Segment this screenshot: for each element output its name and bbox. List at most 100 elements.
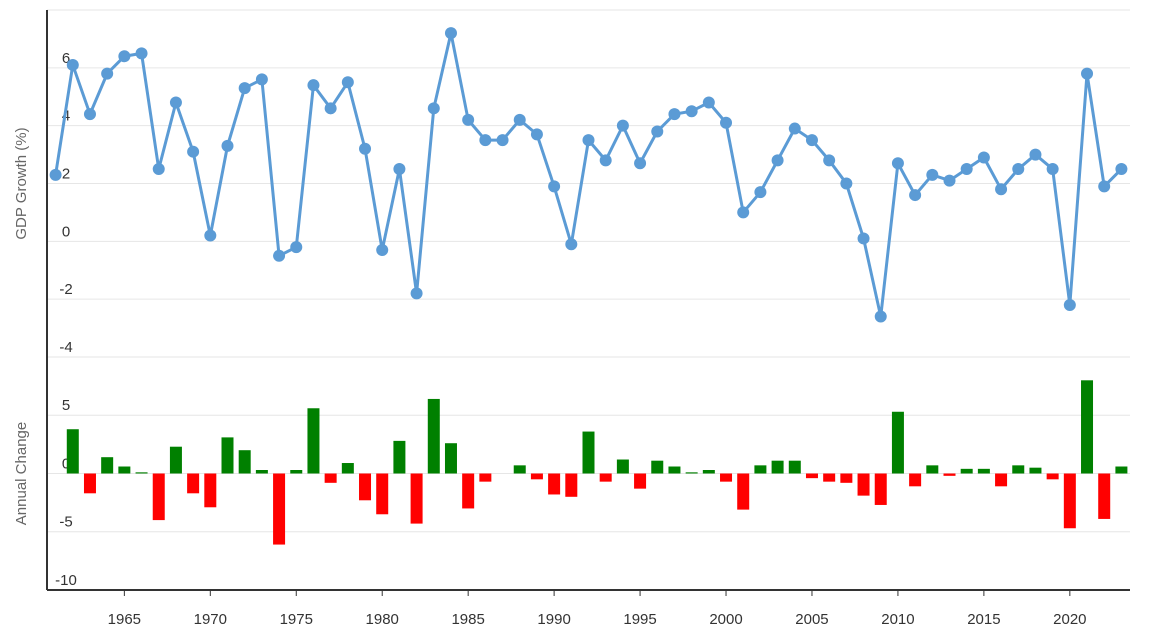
bar bbox=[83, 473, 96, 494]
data-point bbox=[651, 125, 664, 138]
y-tick-label: 2 bbox=[62, 165, 70, 182]
bar bbox=[66, 429, 79, 474]
bar bbox=[840, 473, 853, 483]
bar bbox=[1029, 467, 1042, 474]
data-point bbox=[805, 134, 818, 147]
data-point bbox=[1012, 163, 1025, 176]
y-tick-label: 6 bbox=[62, 50, 70, 67]
bar bbox=[118, 466, 131, 474]
bar bbox=[926, 465, 939, 474]
data-point bbox=[926, 168, 939, 181]
bar bbox=[1063, 473, 1076, 529]
data-point bbox=[1063, 298, 1076, 311]
data-point bbox=[118, 50, 131, 63]
bar bbox=[169, 446, 182, 474]
bar bbox=[204, 473, 217, 508]
bar bbox=[720, 473, 733, 482]
data-point bbox=[324, 102, 337, 115]
data-point bbox=[530, 128, 543, 141]
data-point bbox=[1098, 180, 1111, 193]
bar bbox=[479, 473, 492, 482]
data-point bbox=[1029, 148, 1042, 161]
x-tick-label: 1990 bbox=[537, 611, 570, 628]
x-tick-label: 1970 bbox=[194, 611, 227, 628]
data-point bbox=[634, 157, 647, 170]
x-tick-label: 1980 bbox=[366, 611, 399, 628]
bar bbox=[651, 460, 664, 474]
y-tick-label: 0 bbox=[62, 223, 70, 240]
data-point bbox=[668, 108, 681, 121]
bar bbox=[101, 457, 114, 474]
y-tick-label: 5 bbox=[62, 397, 70, 414]
x-tick-label: 2010 bbox=[881, 611, 914, 628]
x-tick-label: 1985 bbox=[451, 611, 484, 628]
data-point bbox=[1115, 163, 1128, 176]
data-point bbox=[393, 163, 406, 176]
x-tick-label: 1975 bbox=[280, 611, 313, 628]
bar bbox=[582, 431, 595, 474]
x-tick-label: 1965 bbox=[108, 611, 141, 628]
bar bbox=[273, 473, 286, 545]
bar bbox=[891, 411, 904, 474]
data-point bbox=[943, 174, 956, 187]
bar bbox=[737, 473, 750, 510]
data-point bbox=[49, 168, 62, 181]
data-point bbox=[204, 229, 217, 242]
data-point bbox=[152, 163, 165, 176]
bar bbox=[548, 473, 561, 495]
y-tick-label: 0 bbox=[62, 455, 70, 472]
bar bbox=[1081, 380, 1094, 474]
y-axis-title: GDP Growth (%) bbox=[13, 127, 30, 239]
bar bbox=[255, 470, 268, 474]
data-point bbox=[1081, 67, 1094, 80]
data-point bbox=[83, 108, 96, 121]
data-point bbox=[737, 206, 750, 219]
data-point bbox=[101, 67, 114, 80]
bar bbox=[1046, 473, 1059, 480]
data-point bbox=[565, 238, 578, 251]
data-point bbox=[479, 134, 492, 147]
bar bbox=[1098, 473, 1111, 519]
bar bbox=[616, 459, 629, 474]
y-axis-title: Annual Change bbox=[13, 422, 30, 525]
data-point bbox=[909, 189, 922, 202]
data-point bbox=[255, 73, 268, 86]
y-tick-label: -4 bbox=[59, 339, 72, 356]
x-tick-label: 2005 bbox=[795, 611, 828, 628]
bar bbox=[135, 472, 148, 474]
bar bbox=[444, 443, 457, 474]
data-point bbox=[376, 244, 389, 257]
data-point bbox=[771, 154, 784, 167]
data-point bbox=[1046, 163, 1059, 176]
bar bbox=[805, 473, 818, 479]
data-point bbox=[582, 134, 595, 147]
data-point bbox=[857, 232, 870, 245]
bar bbox=[290, 470, 303, 474]
data-point bbox=[599, 154, 612, 167]
bar bbox=[324, 473, 337, 483]
data-point bbox=[960, 163, 973, 176]
bar bbox=[599, 473, 612, 482]
bar bbox=[565, 473, 578, 497]
data-point bbox=[307, 79, 320, 92]
bar bbox=[530, 473, 543, 480]
bar bbox=[702, 470, 715, 474]
data-point bbox=[788, 122, 801, 135]
bar bbox=[857, 473, 870, 496]
bar bbox=[341, 463, 354, 474]
bar bbox=[943, 473, 956, 476]
data-point bbox=[840, 177, 853, 190]
bar bbox=[823, 473, 836, 482]
bar bbox=[685, 472, 698, 474]
data-point bbox=[341, 76, 354, 89]
data-point bbox=[496, 134, 509, 147]
data-point bbox=[702, 96, 715, 109]
x-tick-label: 1995 bbox=[623, 611, 656, 628]
data-point bbox=[462, 113, 475, 126]
bar bbox=[376, 473, 389, 515]
bar bbox=[1012, 465, 1025, 474]
bar bbox=[152, 473, 165, 521]
bar bbox=[977, 468, 990, 474]
